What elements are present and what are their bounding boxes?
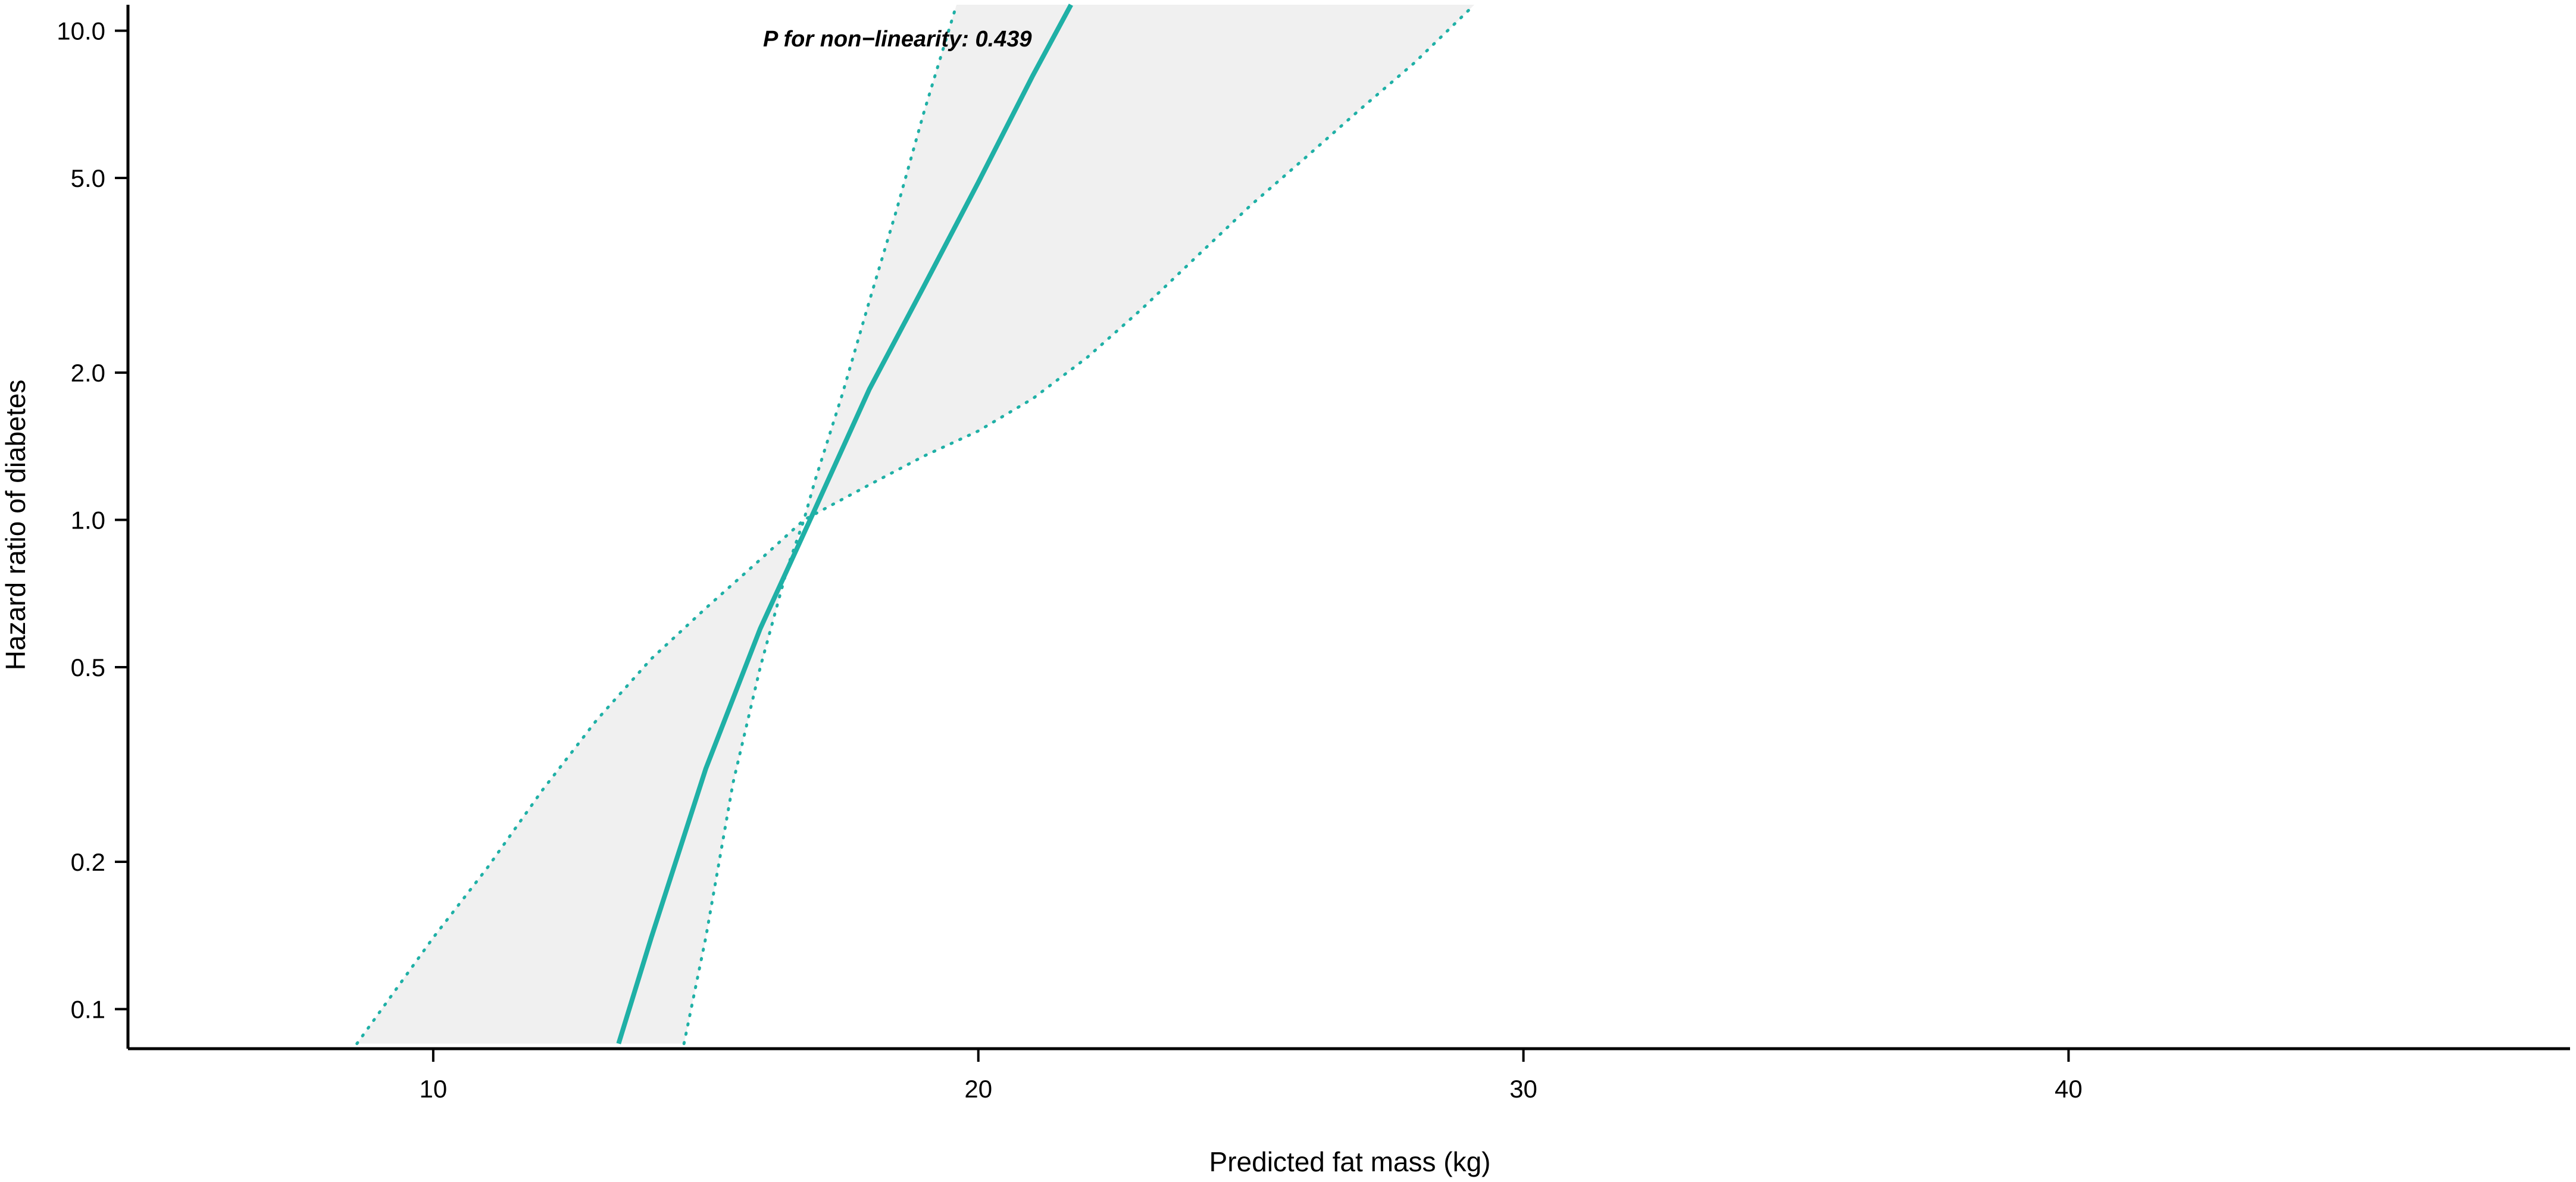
hazard-ratio-line xyxy=(616,4,1073,1045)
nonlinearity-annotation: P for non−linearity: 0.439 xyxy=(763,27,1032,52)
y-tick-label: 0.2 xyxy=(71,848,105,876)
y-axis-title: Hazard ratio of diabetes xyxy=(0,380,31,670)
y-tick-label: 1.0 xyxy=(71,506,105,534)
ci-upper-line xyxy=(682,3,958,1045)
y-tick-label: 0.5 xyxy=(71,653,105,681)
plot-area xyxy=(355,3,1476,1045)
x-tick-label: 10 xyxy=(420,1075,448,1103)
y-axis-ticks: 0.1 0.2 0.5 1.0 2.0 5.0 10.0 xyxy=(57,17,128,1023)
x-tick-label: 30 xyxy=(1509,1075,1537,1103)
ci-lower-line xyxy=(355,3,1476,1045)
x-tick-label: 20 xyxy=(964,1075,992,1103)
x-axis-ticks: 10 20 30 40 xyxy=(420,1049,2083,1103)
y-tick-label: 5.0 xyxy=(71,164,105,192)
y-tick-label: 10.0 xyxy=(57,17,105,45)
confidence-band xyxy=(357,5,1475,1044)
x-axis-title: Predicted fat mass (kg) xyxy=(1209,1146,1491,1177)
y-tick-label: 2.0 xyxy=(71,359,105,387)
y-tick-label: 0.1 xyxy=(71,995,105,1023)
x-tick-label: 40 xyxy=(2055,1075,2083,1103)
